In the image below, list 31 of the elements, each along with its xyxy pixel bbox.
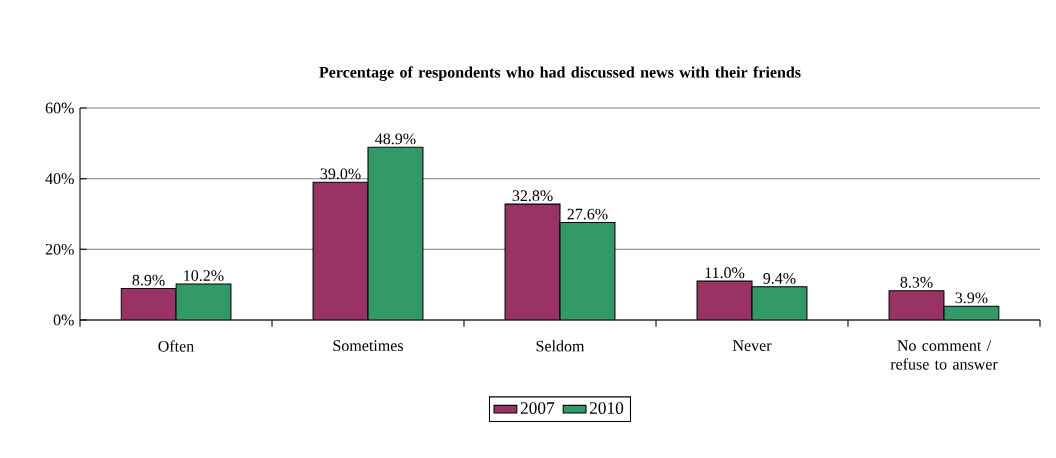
bar xyxy=(888,290,945,320)
x-tick-label: Sometimes xyxy=(333,340,403,352)
x-tick-label: No comment / refuse to answer xyxy=(890,340,998,370)
data-label: 8.9% xyxy=(132,274,165,286)
x-tick-label: Seldom xyxy=(536,340,585,352)
y-tick-label: 20% xyxy=(45,243,74,255)
bar xyxy=(313,182,368,320)
data-label: 10.2% xyxy=(184,270,224,282)
data-label: 27.6% xyxy=(567,208,608,220)
data-label: 8.3% xyxy=(900,276,933,288)
bar xyxy=(697,281,752,320)
x-tick-label: Never xyxy=(732,340,772,351)
chart-title: Percentage of respondents who had discussed news with their friends xyxy=(319,66,801,82)
x-tick-label: Often xyxy=(158,340,194,352)
bar xyxy=(505,204,560,320)
bar xyxy=(560,222,615,320)
bar xyxy=(752,286,807,320)
data-label: 3.9% xyxy=(955,292,988,304)
data-label: 9.4% xyxy=(763,272,796,284)
y-tick-label: 60% xyxy=(45,102,74,114)
data-label: 11.0% xyxy=(705,267,745,279)
y-tick-label: 0% xyxy=(53,314,74,326)
bar xyxy=(368,147,423,320)
bar xyxy=(121,288,177,320)
bar xyxy=(176,283,231,320)
legend-label: 2010 xyxy=(589,402,624,414)
legend-label: 2007 xyxy=(520,402,555,414)
data-label: 48.9% xyxy=(375,133,416,145)
y-tick-label: 40% xyxy=(45,173,74,185)
data-label: 32.8% xyxy=(512,190,553,202)
data-label: 39.0% xyxy=(320,168,361,180)
